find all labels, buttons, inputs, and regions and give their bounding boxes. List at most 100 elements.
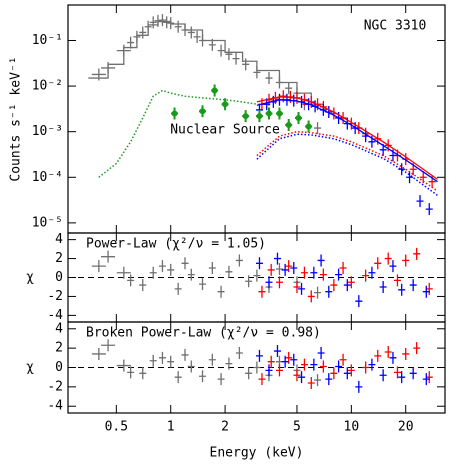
data-point xyxy=(255,257,263,270)
annotation: Nuclear Source xyxy=(170,123,280,138)
data-point xyxy=(300,358,308,371)
model-line xyxy=(256,99,438,183)
y-axis-label: Counts s⁻¹ keV⁻¹ xyxy=(9,56,24,181)
data-point xyxy=(174,20,182,33)
data-point xyxy=(325,285,333,298)
data-point xyxy=(273,252,281,265)
data-point xyxy=(275,262,283,275)
data-point xyxy=(335,268,343,281)
data-point xyxy=(339,353,347,366)
data-point xyxy=(379,280,387,293)
data-point xyxy=(91,260,106,273)
data-point xyxy=(116,359,131,372)
data-point xyxy=(187,360,195,373)
y-tick-label: 0 xyxy=(55,270,63,285)
data-point xyxy=(167,263,175,276)
data-point xyxy=(258,373,266,386)
data-point xyxy=(335,360,343,373)
data-point-marker xyxy=(256,113,263,120)
data-point xyxy=(368,358,376,371)
data-point xyxy=(167,355,175,368)
panel-title: Power-Law (χ²/ν = 1.05) xyxy=(86,237,266,252)
data-point xyxy=(174,371,182,384)
data-point xyxy=(290,353,298,366)
data-point xyxy=(413,247,421,260)
data-point xyxy=(187,268,195,281)
data-point xyxy=(425,203,433,216)
data-point xyxy=(330,367,338,380)
data-point xyxy=(258,285,266,298)
y-axis-label: χ xyxy=(26,270,34,285)
data-point xyxy=(225,48,233,61)
y-tick-label: -4 xyxy=(47,308,63,323)
plot-frame xyxy=(67,4,446,234)
data-point xyxy=(199,278,207,291)
x-tick-label: 10 xyxy=(344,420,360,435)
data-point xyxy=(339,262,347,275)
data-point xyxy=(285,260,293,273)
data-point xyxy=(402,347,410,360)
data-point xyxy=(158,14,166,27)
data-point xyxy=(389,351,397,364)
data-point xyxy=(290,262,298,275)
data-point xyxy=(422,373,430,386)
data-point xyxy=(275,364,283,377)
data-point xyxy=(139,279,147,292)
data-point xyxy=(307,376,315,389)
y-tick-label: 10⁻⁴ xyxy=(32,170,63,185)
data-point xyxy=(298,282,306,295)
data-point xyxy=(281,355,289,368)
data-point xyxy=(253,269,261,282)
y-tick-label: 4 xyxy=(55,321,63,336)
data-point xyxy=(267,263,275,276)
data-point xyxy=(368,266,376,279)
data-point xyxy=(267,355,275,368)
data-point xyxy=(181,348,189,361)
data-point xyxy=(217,285,225,298)
data-point-marker xyxy=(211,87,218,94)
x-axis-label: Energy (keV) xyxy=(210,446,304,461)
data-point xyxy=(402,254,410,267)
data-point xyxy=(343,279,351,292)
data-point-marker xyxy=(276,110,283,117)
data-point xyxy=(355,380,363,393)
data-point xyxy=(393,366,401,379)
data-point xyxy=(330,279,338,292)
y-axis-label: χ xyxy=(26,360,34,375)
model-line xyxy=(256,96,438,180)
data-point-marker xyxy=(295,114,302,121)
data-point xyxy=(317,346,325,359)
data-point xyxy=(149,354,157,367)
data-point xyxy=(208,353,216,366)
data-point xyxy=(317,254,325,267)
data-point xyxy=(413,342,421,355)
data-point xyxy=(416,195,424,208)
data-point-marker xyxy=(171,110,178,117)
data-point xyxy=(245,367,253,380)
data-point xyxy=(398,163,406,176)
data-point xyxy=(199,370,207,383)
data-point-marker xyxy=(222,101,229,108)
data-point xyxy=(217,373,225,386)
data-point xyxy=(347,276,355,289)
data-point xyxy=(406,171,414,184)
data-point xyxy=(409,279,417,292)
data-point xyxy=(355,295,363,308)
data-point xyxy=(163,16,171,29)
data-point xyxy=(422,285,430,298)
data-point xyxy=(127,366,135,379)
data-point xyxy=(139,367,147,380)
x-tick-label: 2 xyxy=(221,420,229,435)
data-point xyxy=(149,266,157,279)
data-point xyxy=(253,361,261,374)
data-point xyxy=(319,268,327,281)
data-point xyxy=(293,280,301,293)
y-tick-label: -2 xyxy=(47,289,63,304)
data-point xyxy=(384,252,392,265)
data-point-marker xyxy=(285,122,292,129)
chart-title: NGC 3310 xyxy=(364,19,427,34)
data-point xyxy=(393,274,401,287)
data-point xyxy=(310,266,318,279)
data-point xyxy=(255,349,263,362)
